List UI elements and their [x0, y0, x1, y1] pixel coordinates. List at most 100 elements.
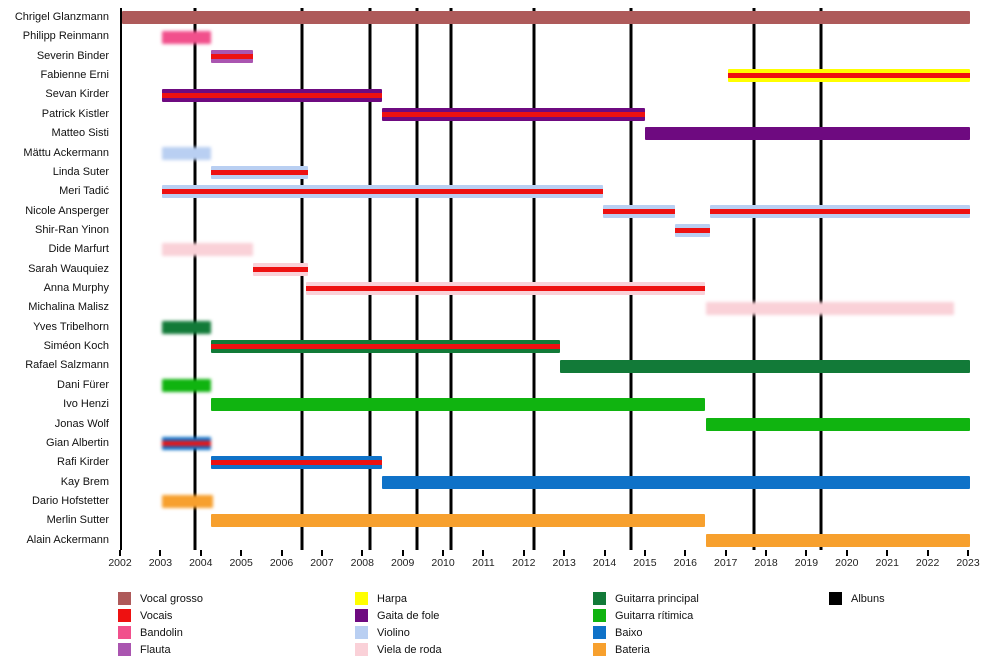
legend-item: Guitarra rítimica: [593, 609, 693, 622]
tenure-bar: [162, 437, 211, 451]
x-axis-tick: [724, 550, 727, 556]
tenure-bar: [210, 398, 706, 412]
legend-label: Vocal grosso: [140, 592, 203, 605]
member-label: Fabienne Erni: [40, 69, 110, 82]
x-axis-tick-label: 2005: [229, 557, 253, 569]
x-axis-tick: [159, 550, 162, 556]
legend-item: Albuns: [829, 592, 885, 605]
x-axis-tick: [886, 550, 889, 556]
tenure-bar: [675, 224, 710, 238]
x-axis-tick-label: 2006: [269, 557, 294, 569]
x-axis-tick-label: 2008: [350, 557, 374, 569]
tenure-bar: [210, 456, 383, 470]
legend-swatch: [355, 592, 368, 605]
x-axis-tick: [926, 550, 929, 556]
x-axis-tick-label: 2007: [310, 557, 334, 569]
legend: Vocal grosso Vocais Bandolin Flauta Harpa Gai…: [0, 592, 1000, 664]
legend-label: Viela de roda: [377, 643, 442, 656]
member-label: Dario Hofstetter: [31, 494, 109, 507]
legend-item: Vocal grosso: [118, 592, 203, 605]
legend-label: Albuns: [851, 592, 885, 605]
member-label: Patrick Kistler: [41, 107, 109, 120]
member-label: Ivo Henzi: [63, 398, 109, 411]
x-axis-tick-label: 2017: [714, 557, 738, 569]
x-axis-tick: [199, 550, 202, 556]
album-release-line: [819, 8, 823, 550]
legend-swatch: [118, 609, 131, 622]
tenure-bar: [210, 49, 254, 63]
tenure-bar: [382, 475, 970, 489]
member-label: Jonas Wolf: [54, 417, 109, 430]
legend-item: Bateria: [593, 643, 650, 656]
album-release-line: [752, 8, 756, 550]
legend-label: Guitarra rítimica: [615, 609, 694, 622]
x-axis-tick: [482, 550, 485, 556]
member-label: Merlin Sutter: [46, 514, 109, 527]
member-label: Dani Fürer: [57, 378, 109, 391]
tenure-bar: [210, 166, 308, 180]
legend-swatch: [118, 626, 131, 639]
legend-label: Bandolin: [140, 626, 183, 639]
legend-swatch: [118, 643, 131, 656]
member-label: Gian Albertin: [46, 436, 109, 449]
tenure-bar: [602, 204, 676, 218]
tenure-bar: [210, 340, 561, 354]
x-axis-tick: [240, 550, 243, 556]
legend-swatch: [593, 609, 606, 622]
member-label: Alain Ackermann: [26, 533, 109, 546]
x-axis-tick: [765, 550, 768, 556]
member-label: Rafi Kirder: [57, 456, 109, 469]
tenure-bar: [305, 282, 706, 296]
x-axis-tick-label: 2015: [633, 557, 657, 569]
member-label: Dide Marfurt: [48, 243, 109, 256]
member-label: Chrigel Glanzmann: [14, 11, 109, 23]
legend-item: Vocais: [118, 609, 172, 622]
x-axis-tick-label: 2004: [189, 557, 213, 569]
album-release-line: [415, 8, 419, 550]
legend-label: Violino: [377, 626, 410, 639]
x-axis-tick: [563, 550, 566, 556]
member-label: Michalina Malisz: [28, 301, 109, 314]
legend-label: Vocais: [140, 609, 173, 622]
x-axis-tick: [684, 550, 687, 556]
member-name-column: Chrigel Glanzmann Philipp Reinmann Severin…: [0, 8, 114, 550]
legend-swatch: [355, 609, 368, 622]
x-axis-tick: [280, 550, 283, 556]
legend-item: Viela de roda: [355, 643, 442, 656]
timeline-plot-area: [120, 8, 970, 550]
x-axis-tick-label: 2016: [673, 557, 698, 569]
tenure-bar: [560, 359, 970, 373]
album-release-line: [193, 8, 197, 550]
member-label: Sevan Kirder: [45, 88, 109, 101]
member-label: Meri Tadić: [59, 185, 109, 198]
album-release-line: [532, 8, 536, 550]
x-axis-tick-label: 2003: [148, 557, 173, 569]
x-axis-tick-label: 2012: [512, 557, 536, 569]
member-label: Kay Brem: [60, 475, 109, 488]
legend-swatch: [829, 592, 842, 605]
tenure-bar: [210, 514, 706, 528]
tenure-bar: [705, 301, 954, 315]
member-label: Philipp Reinmann: [22, 30, 109, 43]
tenure-bar: [644, 127, 970, 141]
x-axis: 2002 2003 2004 2005 2006 2007 2008 2009 2010 2011…: [108, 550, 980, 576]
x-axis-tick: [603, 550, 606, 556]
member-label: Matteo Sisti: [51, 127, 109, 140]
legend-swatch: [355, 626, 368, 639]
member-label: Rafael Salzmann: [25, 359, 109, 372]
x-axis-tick-label: 2009: [390, 557, 415, 569]
legend-item: Violino: [355, 626, 410, 639]
x-axis-tick-label: 2011: [472, 557, 495, 569]
tenure-bar: [162, 146, 211, 160]
x-axis-tick: [119, 550, 121, 556]
tenure-bar: [727, 69, 970, 83]
legend-swatch: [593, 592, 606, 605]
member-label: Mättu Ackermann: [23, 146, 109, 159]
x-axis-tick-label: 2014: [592, 557, 617, 569]
legend-label: Guitarra principal: [615, 592, 699, 605]
x-axis-tick: [805, 550, 808, 556]
legend-label: Flauta: [140, 643, 171, 656]
tenure-bar: [705, 417, 970, 431]
x-axis-tick-label: 2018: [754, 557, 778, 569]
